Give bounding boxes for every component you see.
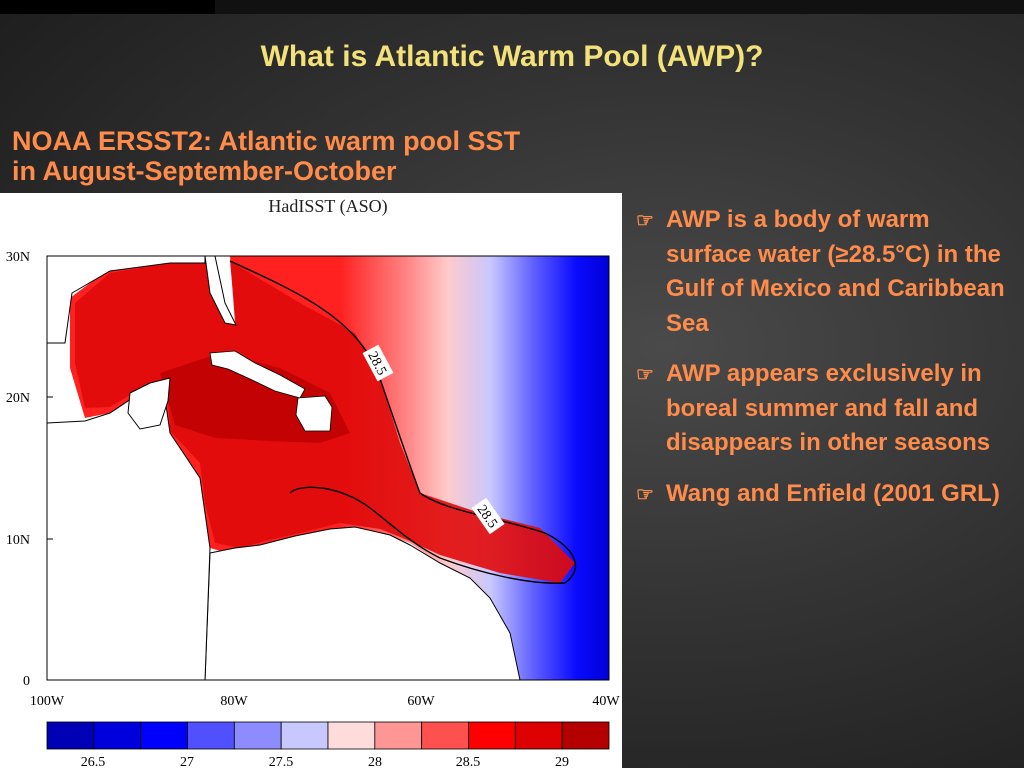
lon-label-60w: 60W — [407, 694, 435, 709]
hispaniola-land — [295, 395, 333, 432]
colorbar-swatch — [421, 721, 469, 750]
colorbar-tick-26-5: 26.5 — [81, 755, 106, 768]
subtitle-line-1: NOAA ERSST2: Atlantic warm pool SST — [12, 126, 521, 156]
pointing-hand-icon: ☞ — [636, 210, 654, 232]
colorbar-swatch — [514, 721, 563, 750]
lat-label-10n: 10N — [6, 533, 30, 548]
sst-field — [47, 256, 609, 680]
bullet-item: ☞ AWP is a body of warm surface water (≥… — [636, 203, 1006, 341]
colorbar-swatch — [233, 721, 282, 750]
sst-map-svg: HadISST (ASO) — [6, 196, 621, 768]
colorbar-swatch — [374, 721, 423, 750]
colorbar-swatch — [93, 721, 142, 750]
lat-label-20n: 20N — [6, 391, 30, 406]
lon-label-100w: 100W — [30, 694, 65, 709]
top-bar — [0, 0, 1024, 14]
yucatan-land — [127, 377, 171, 430]
sst-map-figure: HadISST (ASO) — [0, 193, 622, 768]
lat-axis: 30N 20N 10N 0 — [6, 250, 53, 689]
colorbar-tick-28-5: 28.5 — [456, 755, 481, 768]
colorbar-swatch — [46, 721, 95, 750]
slide-subtitle: NOAA ERSST2: Atlantic warm pool SST in A… — [12, 126, 632, 186]
colorbar-tick-27-5: 27.5 — [269, 755, 294, 768]
colorbar-tick-29: 29 — [555, 755, 569, 768]
colorbar-swatch — [280, 721, 329, 750]
colorbar-swatch — [187, 721, 235, 750]
slide-title: What is Atlantic Warm Pool (AWP)? — [260, 40, 764, 73]
florida-land — [204, 256, 237, 326]
lon-label-80w: 80W — [220, 694, 248, 709]
lat-label-30n: 30N — [6, 250, 30, 265]
pointing-hand-icon: ☞ — [636, 364, 654, 386]
colorbar-swatch — [140, 721, 188, 750]
subtitle-line-2: in August-September-October — [12, 156, 397, 186]
colorbar-tick-28: 28 — [368, 755, 382, 768]
colorbar — [46, 721, 610, 750]
plot-title: HadISST (ASO) — [268, 196, 387, 217]
lon-axis: 100W 80W 60W 40W — [30, 694, 621, 709]
colorbar-swatch — [327, 721, 376, 750]
lon-label-40w: 40W — [592, 694, 620, 709]
bullet-text: Wang and Enfield (2001 GRL) — [666, 479, 1000, 507]
bullet-item: ☞ Wang and Enfield (2001 GRL) — [636, 477, 1006, 512]
us-gulf-coast — [47, 256, 206, 344]
central-america-land — [47, 392, 211, 680]
colorbar-tick-27: 27 — [180, 755, 194, 768]
bullet-list: ☞ AWP is a body of warm surface water (≥… — [636, 203, 1006, 527]
colorbar-ticks: 26.5 27 27.5 28 28.5 29 — [81, 755, 569, 768]
pointing-hand-icon: ☞ — [636, 483, 654, 506]
bullet-text: AWP appears exclusively in boreal summer… — [666, 360, 991, 456]
colorbar-swatch — [468, 721, 516, 750]
colorbar-swatch — [561, 721, 610, 750]
plot-frame — [46, 255, 610, 681]
south-america-land — [204, 526, 521, 680]
bullet-text: AWP is a body of warm surface water (≥28… — [666, 206, 1005, 337]
bullet-item: ☞ AWP appears exclusively in boreal summ… — [636, 357, 1006, 461]
lat-label-0: 0 — [23, 674, 30, 689]
